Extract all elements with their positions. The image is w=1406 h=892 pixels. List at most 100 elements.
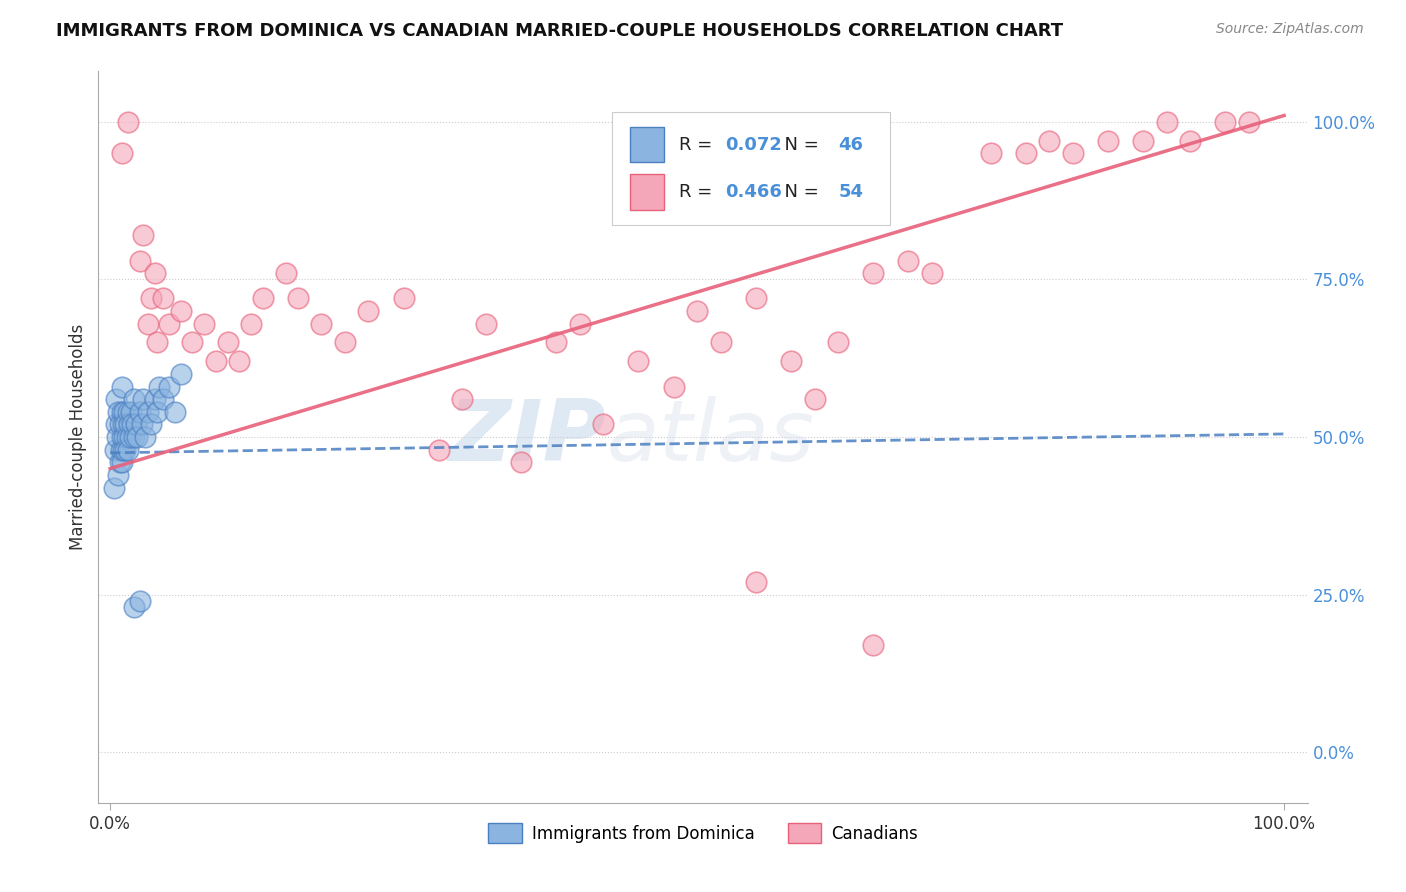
- Point: [592, 417, 614, 432]
- Point: [112, 442, 135, 457]
- Point: [163, 405, 186, 419]
- Point: [710, 335, 733, 350]
- Point: [627, 354, 650, 368]
- Text: N =: N =: [773, 183, 825, 201]
- Point: [510, 455, 533, 469]
- Point: [146, 405, 169, 419]
- Point: [475, 317, 498, 331]
- Point: [287, 291, 309, 305]
- Point: [148, 379, 170, 393]
- Point: [152, 291, 174, 305]
- Point: [125, 417, 148, 432]
- Point: [745, 291, 768, 305]
- Point: [128, 405, 150, 419]
- Text: atlas: atlas: [606, 395, 814, 479]
- Point: [146, 335, 169, 350]
- Point: [104, 442, 127, 457]
- Point: [181, 335, 204, 350]
- Y-axis label: Married-couple Households: Married-couple Households: [69, 324, 87, 550]
- Point: [107, 405, 129, 419]
- Point: [110, 442, 132, 457]
- Point: [217, 335, 239, 350]
- FancyBboxPatch shape: [630, 127, 664, 162]
- Point: [118, 417, 141, 432]
- Point: [117, 115, 139, 129]
- Point: [143, 392, 166, 407]
- Point: [662, 379, 685, 393]
- Point: [780, 354, 803, 368]
- Point: [252, 291, 274, 305]
- Point: [546, 335, 568, 350]
- Point: [132, 228, 155, 243]
- Point: [827, 335, 849, 350]
- Point: [568, 317, 591, 331]
- Point: [141, 417, 163, 432]
- Point: [114, 417, 136, 432]
- Point: [803, 392, 825, 407]
- Point: [451, 392, 474, 407]
- Point: [686, 304, 709, 318]
- Text: ZIP: ZIP: [449, 395, 606, 479]
- Point: [128, 594, 150, 608]
- Text: R =: R =: [679, 183, 718, 201]
- Point: [112, 405, 135, 419]
- Point: [152, 392, 174, 407]
- Point: [240, 317, 263, 331]
- Point: [111, 430, 134, 444]
- Text: 46: 46: [838, 136, 863, 153]
- Point: [111, 379, 134, 393]
- Text: 54: 54: [838, 183, 863, 201]
- Point: [1237, 115, 1260, 129]
- Point: [105, 430, 128, 444]
- Point: [112, 417, 135, 432]
- Point: [108, 455, 131, 469]
- Point: [745, 575, 768, 590]
- Point: [112, 430, 135, 444]
- Point: [169, 304, 191, 318]
- Text: N =: N =: [773, 136, 825, 153]
- Point: [1180, 134, 1202, 148]
- Point: [131, 417, 153, 432]
- Point: [117, 442, 139, 457]
- Point: [392, 291, 415, 305]
- Point: [1062, 146, 1084, 161]
- Point: [122, 430, 145, 444]
- Text: IMMIGRANTS FROM DOMINICA VS CANADIAN MARRIED-COUPLE HOUSEHOLDS CORRELATION CHART: IMMIGRANTS FROM DOMINICA VS CANADIAN MAR…: [56, 22, 1063, 40]
- Point: [980, 146, 1002, 161]
- Point: [1132, 134, 1154, 148]
- Point: [169, 367, 191, 381]
- FancyBboxPatch shape: [613, 112, 890, 225]
- Point: [111, 405, 134, 419]
- Point: [1015, 146, 1038, 161]
- Text: Source: ZipAtlas.com: Source: ZipAtlas.com: [1216, 22, 1364, 37]
- Point: [193, 317, 215, 331]
- Point: [136, 317, 159, 331]
- Point: [897, 253, 920, 268]
- Point: [157, 317, 180, 331]
- Legend: Immigrants from Dominica, Canadians: Immigrants from Dominica, Canadians: [482, 817, 924, 849]
- Point: [132, 392, 155, 407]
- Point: [228, 354, 250, 368]
- Point: [115, 430, 138, 444]
- Point: [311, 317, 333, 331]
- Point: [120, 405, 142, 419]
- Point: [862, 638, 884, 652]
- Point: [427, 442, 450, 457]
- Point: [862, 266, 884, 280]
- Point: [141, 291, 163, 305]
- Point: [107, 467, 129, 482]
- Point: [1038, 134, 1060, 148]
- Point: [157, 379, 180, 393]
- Point: [357, 304, 380, 318]
- Text: R =: R =: [679, 136, 718, 153]
- Point: [122, 600, 145, 615]
- Point: [121, 417, 143, 432]
- Point: [143, 266, 166, 280]
- FancyBboxPatch shape: [630, 175, 664, 210]
- Point: [333, 335, 356, 350]
- Point: [1215, 115, 1237, 129]
- Point: [111, 455, 134, 469]
- Point: [1097, 134, 1119, 148]
- Point: [105, 417, 128, 432]
- Point: [108, 417, 131, 432]
